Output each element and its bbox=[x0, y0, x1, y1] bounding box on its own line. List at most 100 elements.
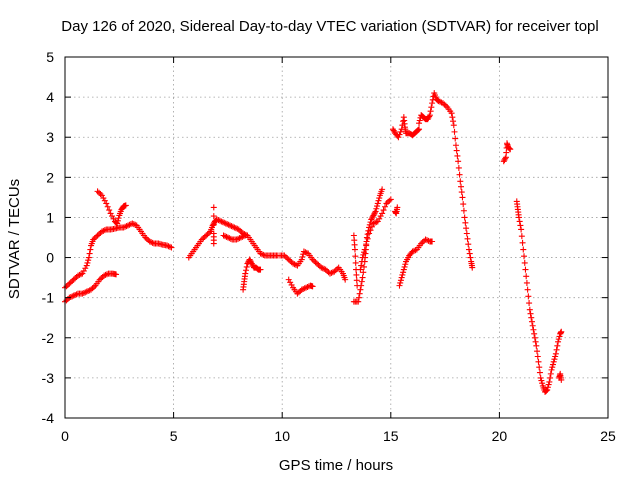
data-point bbox=[91, 235, 98, 242]
data-point bbox=[450, 122, 457, 129]
data-point bbox=[66, 280, 73, 287]
data-point bbox=[69, 293, 76, 300]
data-point bbox=[83, 262, 90, 269]
data-point bbox=[402, 261, 409, 268]
data-point bbox=[531, 334, 538, 341]
data-point bbox=[210, 213, 217, 220]
data-point bbox=[243, 267, 249, 274]
y-tick-label: 3 bbox=[46, 129, 54, 145]
data-point bbox=[523, 279, 530, 286]
data-point bbox=[101, 272, 108, 279]
data-point bbox=[132, 221, 139, 228]
data-point bbox=[358, 262, 365, 269]
data-point bbox=[543, 387, 550, 394]
data-point bbox=[300, 248, 307, 255]
data-point bbox=[368, 223, 375, 230]
data-point bbox=[545, 381, 552, 388]
data-point bbox=[351, 246, 358, 253]
chart-title: Day 126 of 2020, Sidereal Day-to-day VTE… bbox=[61, 18, 598, 35]
data-point bbox=[526, 306, 533, 313]
data-point bbox=[242, 232, 249, 239]
data-point bbox=[247, 257, 254, 264]
data-point bbox=[84, 259, 91, 266]
series-track-9.9-12.9h bbox=[277, 248, 349, 283]
data-point bbox=[79, 290, 86, 297]
data-point bbox=[415, 126, 422, 133]
data-point bbox=[94, 188, 101, 195]
data-point bbox=[122, 223, 129, 230]
data-point bbox=[515, 214, 522, 221]
data-point bbox=[523, 273, 530, 280]
data-point bbox=[353, 277, 360, 284]
data-point bbox=[374, 200, 381, 207]
y-tick-label: 5 bbox=[46, 49, 54, 65]
data-point bbox=[400, 269, 407, 276]
data-point bbox=[418, 240, 425, 247]
data-point bbox=[449, 114, 456, 121]
x-tick-label: 0 bbox=[61, 428, 69, 444]
data-point bbox=[130, 221, 137, 228]
data-point bbox=[366, 230, 373, 237]
series-peak-16.3-18.8h bbox=[416, 90, 476, 271]
data-point bbox=[376, 195, 383, 202]
data-point bbox=[536, 364, 543, 371]
data-point bbox=[364, 235, 371, 242]
data-point bbox=[198, 236, 205, 243]
data-point bbox=[396, 282, 403, 289]
data-point bbox=[528, 314, 535, 321]
data-point bbox=[352, 259, 359, 266]
y-axis-title: SDTVAR / TECUs bbox=[6, 179, 23, 299]
data-point bbox=[549, 364, 556, 371]
data-point bbox=[390, 127, 397, 134]
data-point bbox=[104, 203, 111, 210]
data-point bbox=[382, 203, 389, 210]
data-point bbox=[437, 98, 444, 105]
data-point bbox=[143, 235, 150, 242]
data-point bbox=[235, 226, 242, 233]
data-point bbox=[452, 142, 459, 149]
data-point bbox=[209, 222, 216, 229]
data-point bbox=[539, 380, 546, 387]
data-point bbox=[466, 250, 473, 257]
data-point bbox=[242, 270, 249, 277]
data-point bbox=[425, 114, 432, 121]
data-point bbox=[109, 213, 116, 220]
series-wiggle-7.3-8.3h bbox=[220, 232, 249, 243]
series-rise-13.3-14.6h bbox=[350, 186, 386, 305]
data-point bbox=[96, 276, 103, 283]
data-point bbox=[124, 222, 131, 229]
y-tick-label: 2 bbox=[46, 169, 54, 185]
series-tail-22.8h bbox=[556, 370, 565, 383]
data-point bbox=[96, 189, 103, 196]
data-point bbox=[237, 234, 244, 241]
data-point bbox=[460, 207, 467, 214]
data-point bbox=[232, 225, 239, 232]
data-point bbox=[206, 229, 213, 236]
data-point bbox=[260, 251, 267, 258]
data-point bbox=[114, 220, 121, 227]
data-point bbox=[72, 291, 79, 298]
data-point bbox=[77, 271, 84, 278]
data-point bbox=[102, 271, 109, 278]
data-point bbox=[522, 266, 529, 273]
series-descent-20.8-22.9h bbox=[513, 198, 565, 395]
data-points bbox=[62, 90, 565, 395]
tick-labels: 0 5 10 15 20 25 -4 -3 -2 -1 0 1 2 3 4 5 bbox=[42, 49, 616, 444]
data-point bbox=[428, 104, 435, 111]
data-point bbox=[353, 271, 360, 278]
data-point bbox=[89, 285, 96, 292]
data-point bbox=[369, 213, 376, 220]
data-point bbox=[464, 235, 471, 242]
data-point bbox=[518, 233, 525, 240]
data-point bbox=[76, 271, 83, 278]
data-point bbox=[120, 224, 127, 231]
data-point bbox=[380, 207, 387, 214]
data-point bbox=[80, 289, 87, 296]
data-point bbox=[334, 265, 341, 272]
data-point bbox=[287, 257, 294, 264]
data-point bbox=[500, 158, 507, 165]
data-point bbox=[210, 221, 217, 228]
data-point bbox=[246, 256, 253, 263]
data-point bbox=[416, 126, 423, 133]
data-point bbox=[227, 222, 234, 229]
